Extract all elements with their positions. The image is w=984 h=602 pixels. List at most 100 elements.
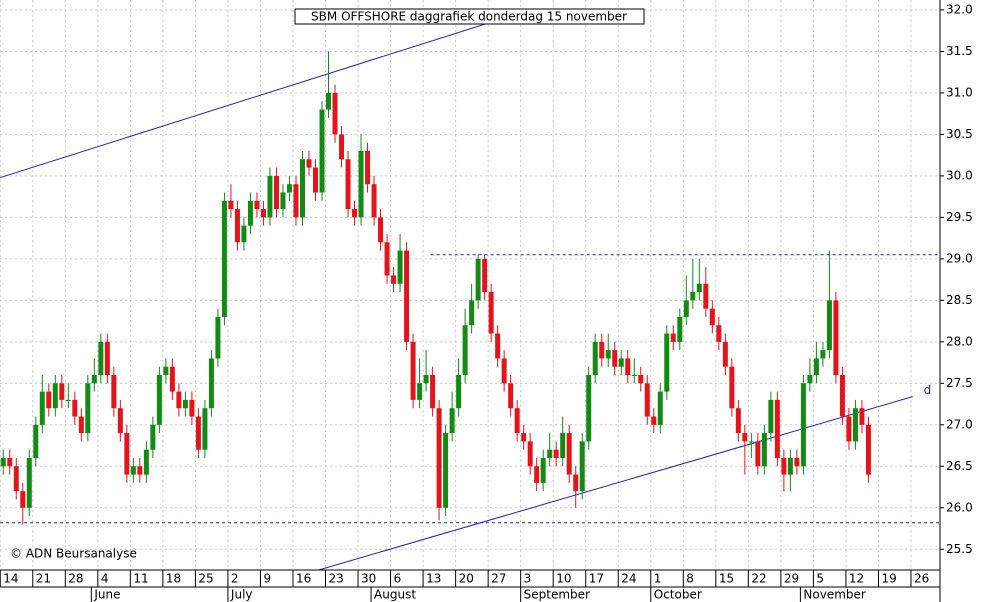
x-tick-label: 17 <box>589 572 604 586</box>
candle-body <box>644 383 650 417</box>
candle-body <box>26 457 32 508</box>
candle-body <box>319 109 325 193</box>
candle-body <box>228 200 234 210</box>
candle-body <box>586 375 592 442</box>
candle-body <box>787 457 793 475</box>
marks <box>0 16 940 571</box>
candle-body <box>72 399 78 417</box>
trend-line <box>318 396 913 571</box>
candle-body <box>163 366 169 376</box>
candle-body <box>781 457 787 475</box>
candle-body <box>293 184 299 218</box>
x-tick-label: 1 <box>654 572 662 586</box>
candle-body <box>182 399 188 409</box>
candle-body <box>404 250 410 342</box>
x-tick-label: 27 <box>491 572 506 586</box>
candle-body <box>508 383 514 409</box>
x-tick-label: 5 <box>816 572 824 586</box>
candle-body <box>326 92 332 110</box>
candle-body <box>605 350 611 359</box>
candle-body <box>774 399 780 458</box>
candle-body <box>651 416 657 425</box>
candle-body <box>599 341 605 359</box>
candle-body <box>267 175 273 218</box>
month-label: September <box>524 588 590 602</box>
candle-body <box>729 366 735 409</box>
candle-body <box>365 151 371 185</box>
x-tick-label: 26 <box>914 572 929 586</box>
candle-body <box>735 408 741 434</box>
candle-body <box>443 433 449 508</box>
candle-body <box>826 300 832 351</box>
x-tick-label: 18 <box>166 572 181 586</box>
candle-body <box>286 184 292 193</box>
candle-body <box>345 159 351 210</box>
candle-body <box>469 300 475 326</box>
candle-body <box>618 358 624 367</box>
month-label: June <box>93 588 120 602</box>
candle-body <box>482 258 488 293</box>
candle-body <box>137 466 143 475</box>
y-tick-label: 31.5 <box>946 44 973 58</box>
candle-body <box>397 250 403 284</box>
candle-body <box>306 159 312 168</box>
candle-body <box>430 375 436 409</box>
candle-body <box>748 441 754 443</box>
candle-body <box>85 383 91 434</box>
month-label: August <box>374 588 416 602</box>
x-tick-label: 2 <box>231 572 239 586</box>
candle-body <box>65 399 71 401</box>
candle-body <box>833 300 839 376</box>
y-tick-label: 28.5 <box>946 293 973 307</box>
candle-body <box>20 491 26 508</box>
x-tick-label: 9 <box>263 572 271 586</box>
candle-body <box>378 217 384 243</box>
candle-body <box>495 333 501 359</box>
x-tick-label: 16 <box>296 572 311 586</box>
candle-body <box>722 341 728 367</box>
candle-body <box>696 283 702 293</box>
candle-body <box>865 424 871 475</box>
candle-body <box>39 391 45 425</box>
grid <box>0 0 940 570</box>
y-tick-label: 26.5 <box>946 459 973 473</box>
y-tick-label: 29.0 <box>946 251 973 265</box>
candle-body <box>449 408 455 434</box>
candle-body <box>254 200 260 210</box>
candle-body <box>852 408 858 442</box>
x-tick-label: 29 <box>784 572 799 586</box>
y-tick-label: 31.0 <box>946 85 973 99</box>
candle-body <box>176 391 182 409</box>
x-tick-label: 15 <box>719 572 734 586</box>
candle-body <box>547 449 553 458</box>
candle-body <box>78 416 84 434</box>
candle-body <box>768 399 774 434</box>
candle-body <box>299 159 305 218</box>
candle-body <box>313 167 319 193</box>
candle-body <box>117 408 123 434</box>
candle-body <box>521 433 527 442</box>
x-tick-label: 30 <box>361 572 376 586</box>
x-tick-label: 13 <box>426 572 441 586</box>
candle-body <box>221 200 227 317</box>
candle-body <box>573 474 579 492</box>
candle-body <box>169 366 175 392</box>
chart-title: SBM OFFSHORE daggrafiek donderdag 15 nov… <box>311 10 627 24</box>
candle-body <box>690 292 696 301</box>
candle-body <box>46 391 52 409</box>
y-tick-label: 32.0 <box>946 2 973 16</box>
trendline-label: d <box>924 383 932 397</box>
candle-body <box>592 341 598 376</box>
candle-body <box>150 424 156 450</box>
month-label: October <box>654 588 702 602</box>
candle-body <box>124 433 130 475</box>
candle-body <box>280 192 286 210</box>
candle-body <box>846 416 852 442</box>
candle-body <box>358 151 364 218</box>
candle-body <box>553 449 559 458</box>
candle-body <box>384 242 390 276</box>
x-tick-label: 12 <box>849 572 864 586</box>
candle-body <box>156 375 162 425</box>
candle-body <box>560 433 566 458</box>
